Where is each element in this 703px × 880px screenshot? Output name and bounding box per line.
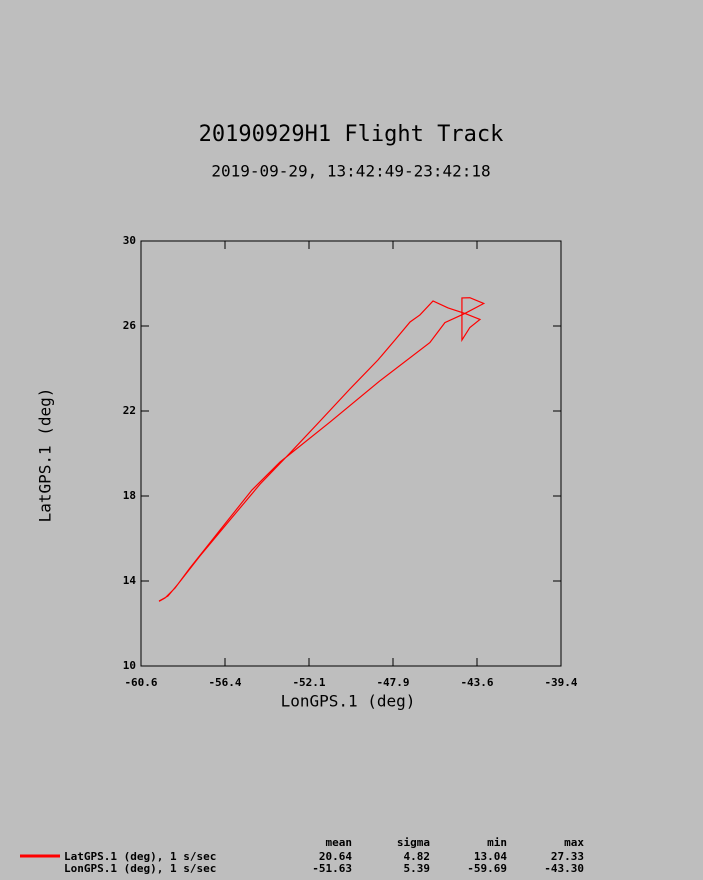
summary-column-header: max <box>564 836 584 849</box>
summary-column-header: min <box>487 836 507 849</box>
y-tick-label: 14 <box>123 574 137 587</box>
summary-value: 20.64 <box>319 850 352 863</box>
summary-value: -51.63 <box>312 862 352 875</box>
summary-value: -59.69 <box>467 862 507 875</box>
plot-frame <box>140 240 562 667</box>
x-tick-label: -39.4 <box>544 676 577 689</box>
chart-subtitle: 2019-09-29, 13:42:49-23:42:18 <box>211 162 490 181</box>
summary-value: 4.82 <box>404 850 431 863</box>
y-tick-label: 18 <box>123 489 136 502</box>
y-tick-label: 22 <box>123 404 136 417</box>
chart-title: 20190929H1 Flight Track <box>199 122 504 147</box>
summary-row-label: LonGPS.1 (deg), 1 s/sec <box>64 862 216 875</box>
x-tick-label: -56.4 <box>208 676 241 689</box>
x-tick-label: -52.1 <box>292 676 325 689</box>
track-line <box>158 297 486 602</box>
x-tick-label: -43.6 <box>460 676 493 689</box>
summary-value: -43.30 <box>544 862 584 875</box>
x-axis-label: LonGPS.1 (deg) <box>281 692 416 711</box>
legend-label: LatGPS.1 (deg), 1 s/sec <box>64 850 216 863</box>
y-axis-label: LatGPS.1 (deg) <box>36 388 55 523</box>
y-tick-label: 30 <box>123 234 136 247</box>
x-tick-label: -47.9 <box>376 676 409 689</box>
summary-value: 27.33 <box>551 850 584 863</box>
summary-value: 13.04 <box>474 850 507 863</box>
summary-value: 5.39 <box>404 862 431 875</box>
summary-column-header: sigma <box>397 836 430 849</box>
y-tick-label: 10 <box>123 659 136 672</box>
summary-column-header: mean <box>326 836 353 849</box>
y-tick-label: 26 <box>123 319 137 332</box>
x-tick-label: -60.6 <box>124 676 157 689</box>
